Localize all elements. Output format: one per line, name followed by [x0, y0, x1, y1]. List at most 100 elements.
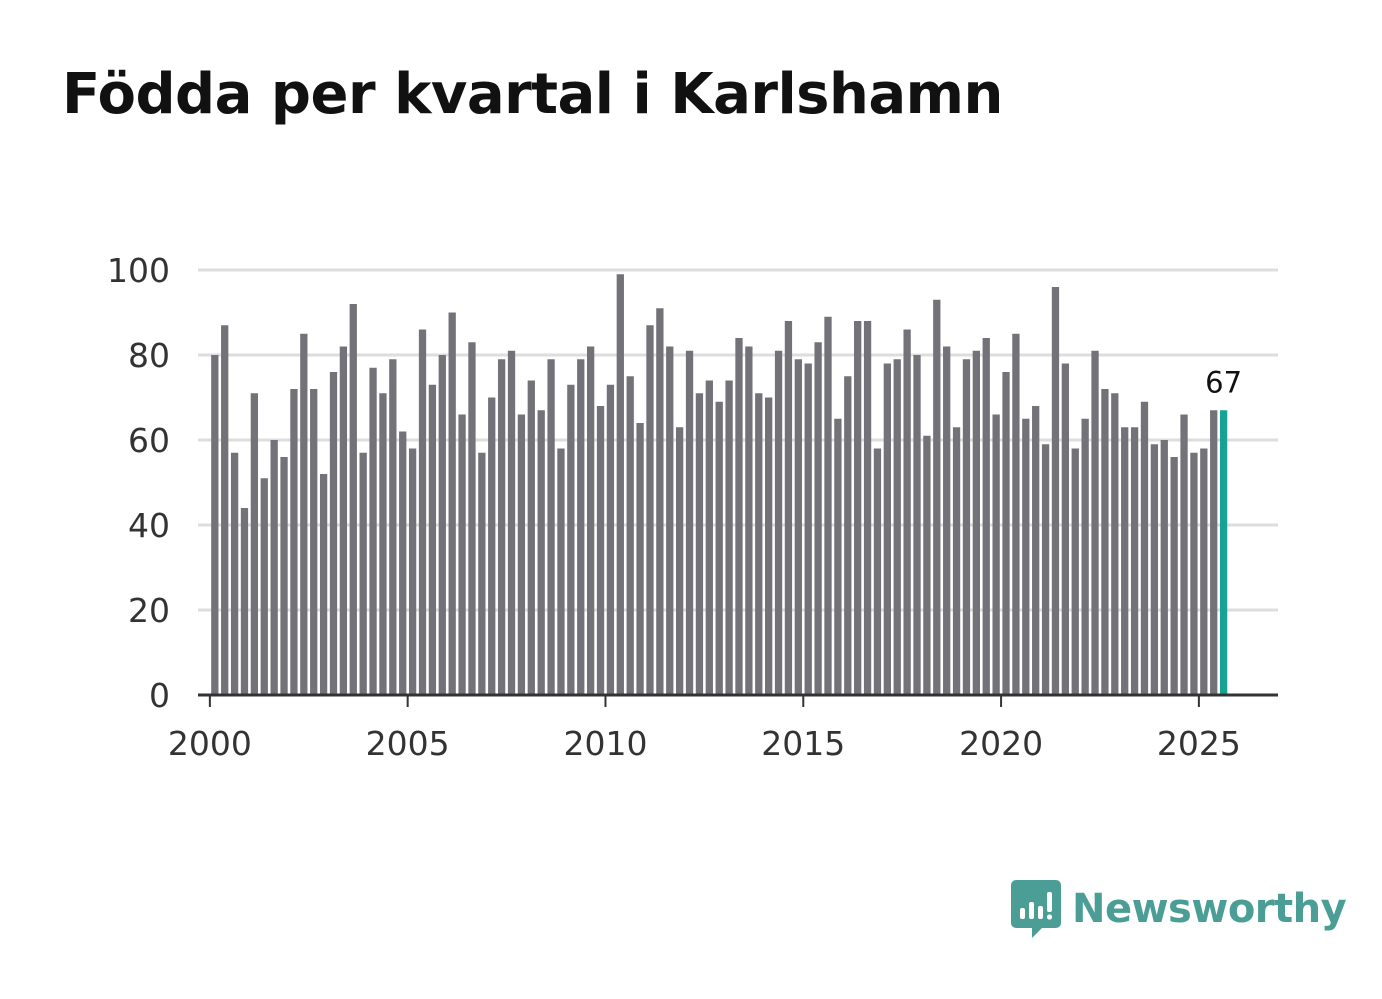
bar: [992, 414, 1000, 695]
bar: [774, 350, 783, 695]
x-tick-label: 2015: [761, 724, 845, 763]
bar: [1101, 389, 1109, 695]
bar: [1170, 457, 1178, 695]
bar: [1140, 401, 1149, 695]
bar: [794, 359, 802, 695]
bar: [972, 350, 980, 695]
brand-name: Newsworthy: [1072, 886, 1347, 932]
bar: [408, 448, 417, 695]
bar: [438, 355, 446, 695]
chart-title: Födda per kvartal i Karlshamn: [62, 62, 1003, 127]
bar: [319, 474, 328, 695]
bar: [468, 342, 476, 695]
bar: [755, 393, 763, 695]
bar: [567, 384, 575, 695]
bar: [626, 376, 634, 695]
y-tick-label: 0: [149, 676, 170, 715]
bar: [547, 359, 555, 695]
bar: [1121, 427, 1129, 695]
bar: [1041, 444, 1050, 695]
bar: [448, 312, 456, 695]
y-tick-label: 20: [128, 591, 170, 630]
bar: [943, 346, 951, 695]
bar: [765, 397, 773, 695]
bar: [596, 406, 605, 695]
bar: [290, 389, 298, 695]
bar: [666, 346, 674, 695]
bar: [586, 346, 595, 695]
bar: [1111, 393, 1119, 695]
bar: [725, 380, 733, 695]
bar: [458, 414, 466, 695]
bar: [1091, 350, 1099, 695]
bar: [300, 333, 308, 695]
bar: [260, 478, 268, 695]
bar: [527, 380, 535, 695]
bar: [834, 418, 842, 695]
bar: [537, 410, 545, 695]
bar: [1200, 448, 1208, 695]
x-tick-label: 2025: [1157, 724, 1241, 763]
bar: [913, 355, 921, 695]
bar: [497, 359, 506, 695]
bar: [1002, 372, 1010, 695]
x-tick-label: 2010: [563, 724, 647, 763]
bar: [280, 457, 288, 695]
bar: [250, 393, 259, 695]
data-label: 67: [1205, 365, 1242, 399]
bar: [1150, 444, 1159, 695]
bar: [369, 367, 377, 695]
bar: [557, 448, 565, 695]
bar: [1180, 414, 1188, 695]
y-axis-ticks: 0 20 40 60 80 100: [107, 251, 170, 715]
bar: [656, 308, 664, 695]
bar: [616, 274, 624, 695]
bar: [636, 423, 644, 695]
bar: [221, 325, 229, 695]
bar: [339, 346, 348, 695]
bar: [399, 431, 407, 695]
bar: [695, 393, 704, 695]
bar: [903, 329, 911, 695]
y-tick-label: 40: [128, 506, 170, 545]
bar: [952, 427, 961, 695]
bar: [685, 350, 694, 695]
y-tick-label: 80: [128, 336, 170, 375]
bar: [379, 393, 387, 695]
bar: [478, 452, 486, 695]
bar: [923, 435, 931, 695]
bar: [854, 321, 862, 695]
bar: [676, 427, 684, 695]
bar: [883, 363, 891, 695]
bar: [893, 359, 901, 695]
bar: [1081, 418, 1089, 695]
bar: [389, 359, 397, 695]
bar: [933, 299, 941, 695]
bar: [1160, 440, 1168, 695]
bar: [428, 384, 437, 695]
bar: [349, 304, 357, 695]
bar: [735, 338, 743, 695]
bar: [1061, 363, 1070, 695]
y-tick-label: 60: [128, 421, 170, 460]
bar: [1190, 452, 1198, 695]
x-tick-label: 2005: [366, 724, 450, 763]
bar: [606, 384, 615, 695]
bar: [240, 508, 249, 695]
bar: [715, 401, 723, 695]
bar: [1210, 410, 1218, 695]
annotations: 67: [1205, 365, 1242, 399]
bar: [211, 355, 219, 695]
bar: [1071, 448, 1079, 695]
bar-chart-speech-bubble-icon: [1011, 880, 1061, 938]
bar: [230, 452, 239, 695]
bar: [844, 376, 852, 695]
bar: [507, 350, 516, 695]
bar: [577, 359, 585, 695]
bar: [359, 452, 367, 695]
bar: [804, 363, 812, 695]
bar: [270, 440, 278, 695]
bar: [418, 329, 427, 695]
bar: [1032, 406, 1040, 695]
